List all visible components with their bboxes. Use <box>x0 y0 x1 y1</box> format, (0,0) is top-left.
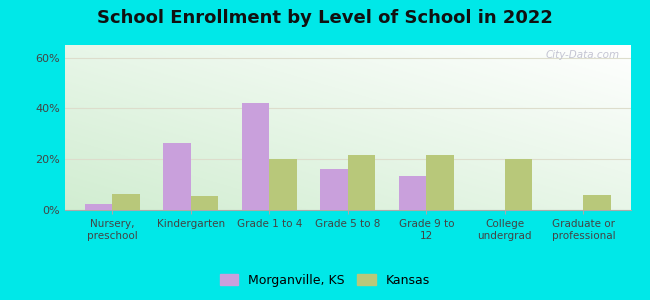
Bar <box>190 196 218 210</box>
Bar <box>242 103 269 210</box>
Text: City-Data.com: City-Data.com <box>545 50 619 60</box>
Bar <box>348 155 375 210</box>
Bar <box>399 176 426 210</box>
Bar <box>505 159 532 210</box>
Bar <box>163 143 190 210</box>
Bar <box>320 169 348 210</box>
Bar <box>426 155 454 210</box>
Legend: Morganville, KS, Kansas: Morganville, KS, Kansas <box>216 270 434 291</box>
Text: School Enrollment by Level of School in 2022: School Enrollment by Level of School in … <box>97 9 553 27</box>
Bar <box>584 195 611 210</box>
Bar <box>269 159 296 210</box>
Bar <box>84 204 112 210</box>
Bar <box>112 194 140 210</box>
